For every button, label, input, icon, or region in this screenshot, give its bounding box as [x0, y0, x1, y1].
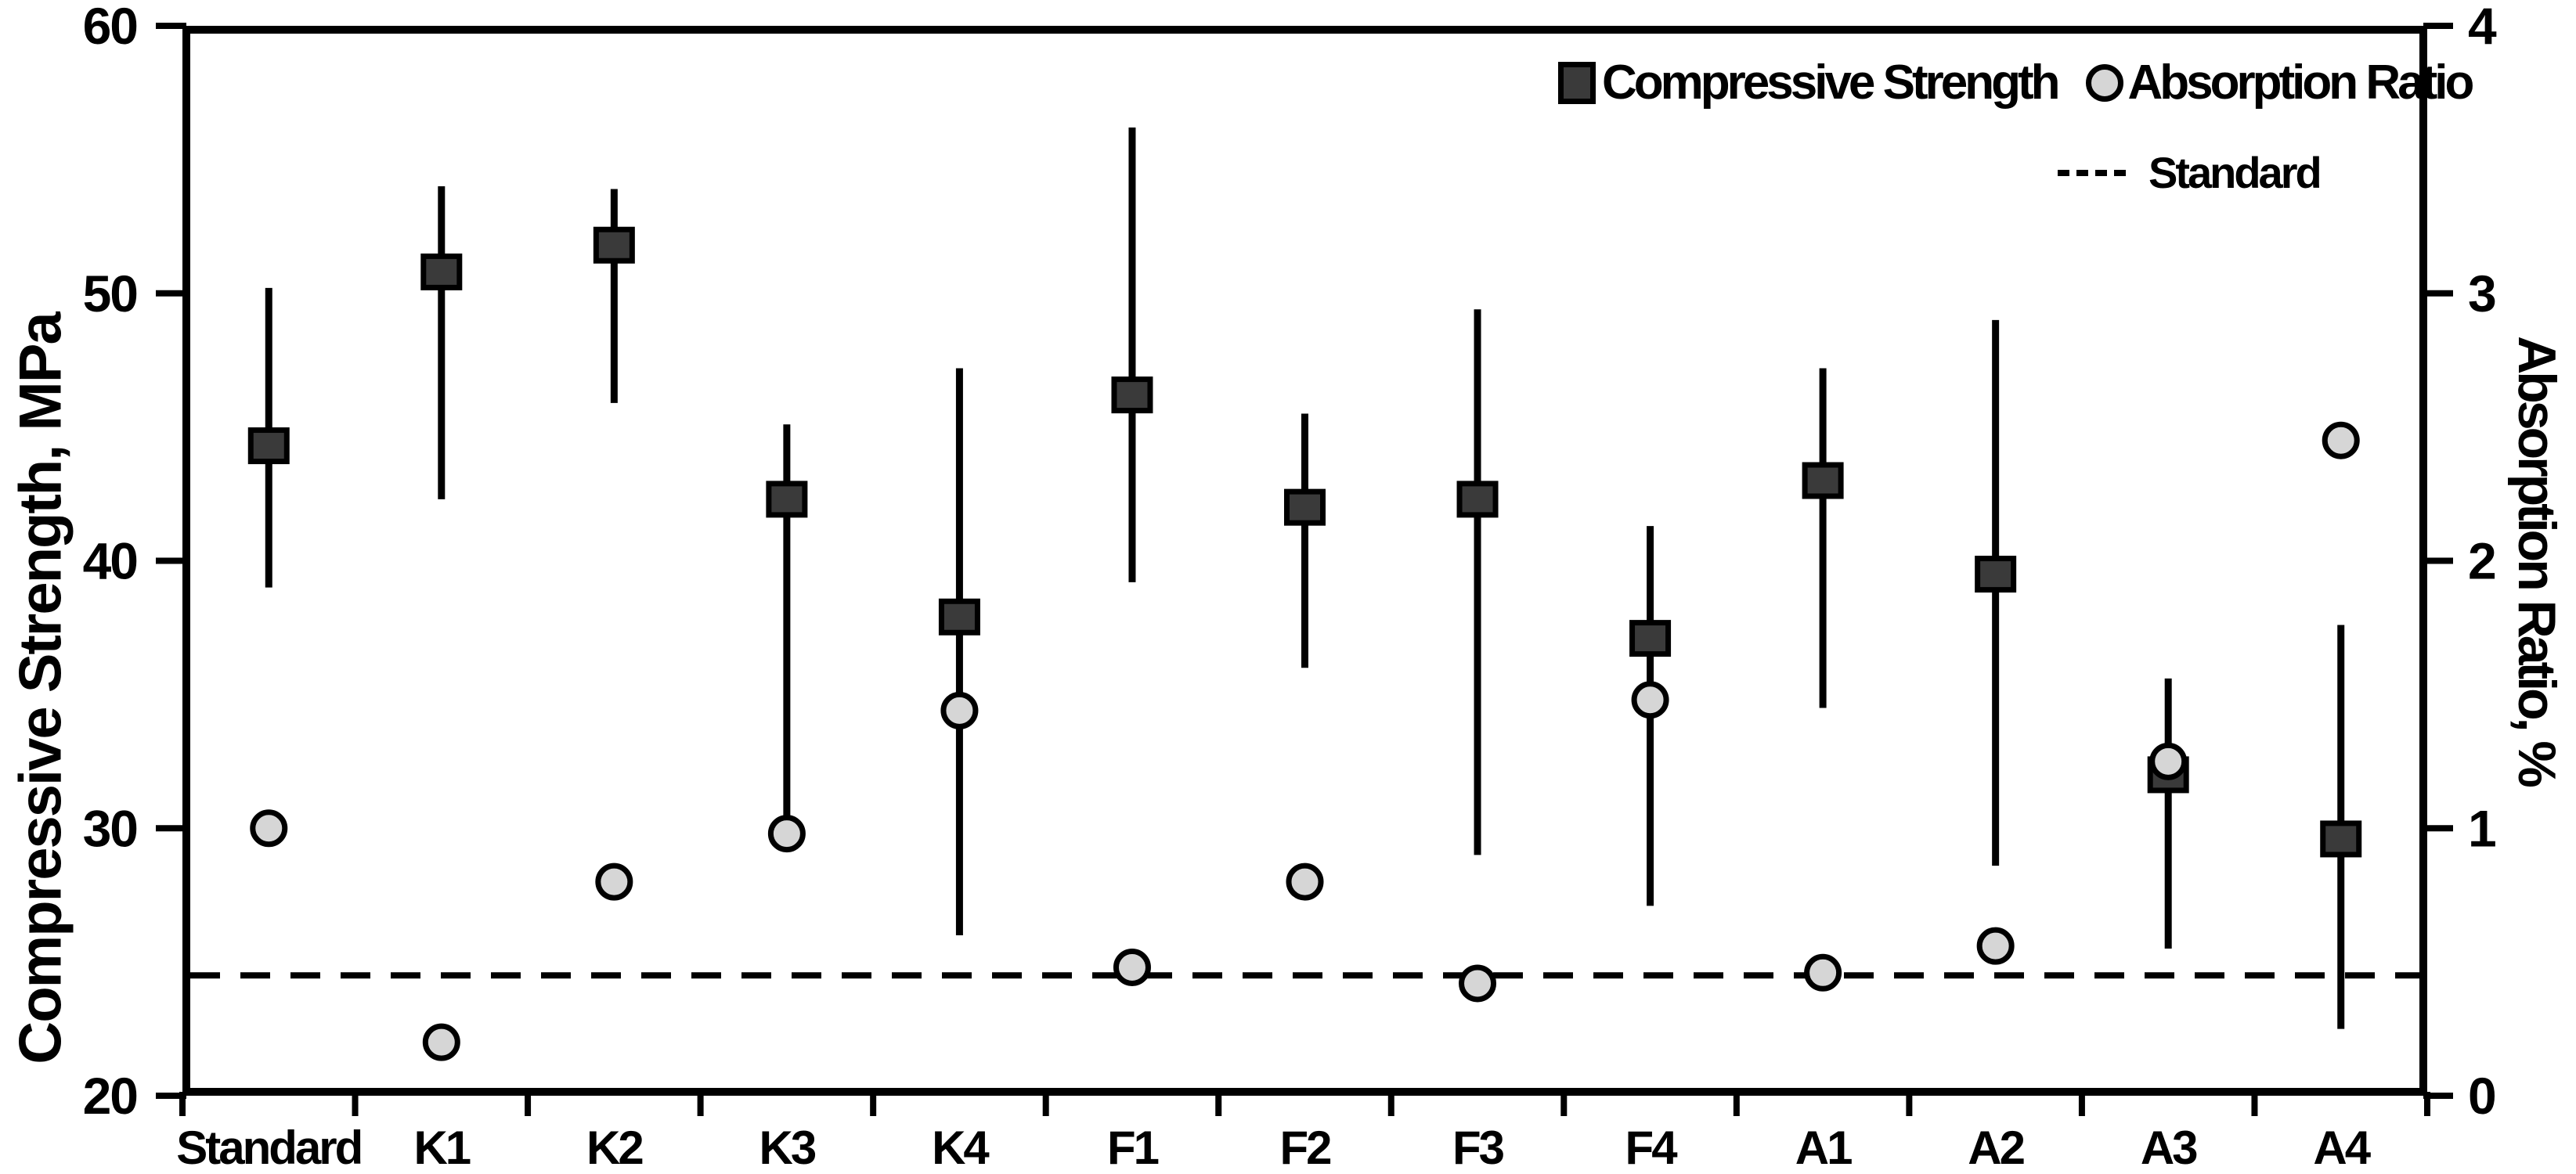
y-left-tick-label: 50 — [83, 265, 137, 322]
legend-row-standard: Standard — [2058, 148, 2322, 197]
x-category-label: F2 — [1279, 1122, 1330, 1174]
compressive-strength-marker-A2 — [1975, 556, 2017, 593]
x-category-label: Standard — [176, 1122, 361, 1174]
compressive-strength-marker-Standard — [247, 427, 290, 465]
compressive-strength-marker-F4 — [1629, 620, 1672, 657]
legend-swatch-absorption-ratio — [2085, 64, 2123, 102]
compressive-strength-marker-K1 — [420, 253, 463, 290]
legend-label-compressive-strength: Compressive Strength — [1602, 56, 2061, 110]
compressive-strength-marker-F2 — [1284, 488, 1326, 526]
y-right-tick-label: 3 — [2468, 265, 2495, 322]
absorption-ratio-marker-K2 — [595, 862, 633, 901]
legend-row-markers: Compressive Strength Absorption Ratio — [1558, 56, 2475, 110]
x-category-label: F4 — [1625, 1122, 1679, 1174]
absorption-ratio-marker-K3 — [767, 815, 806, 853]
absorption-ratio-marker-A1 — [1804, 953, 1842, 992]
x-category-label: K3 — [759, 1122, 816, 1174]
x-category-label: F1 — [1107, 1122, 1159, 1174]
compressive-strength-marker-K3 — [766, 481, 808, 518]
y-left-axis-title: Compressive Strength, MPa — [7, 313, 74, 1064]
y-left-tick-label: 30 — [83, 799, 137, 857]
legend-swatch-standard-dashed-line — [2058, 170, 2127, 176]
x-category-label: A3 — [2141, 1122, 2197, 1174]
y-left-tick-label: 40 — [83, 532, 137, 590]
compressive-strength-marker-K2 — [593, 226, 635, 264]
compressive-strength-marker-F1 — [1111, 376, 1153, 414]
x-category-label: F3 — [1452, 1122, 1504, 1174]
x-category-label: A2 — [1968, 1122, 2023, 1174]
absorption-ratio-marker-A2 — [1976, 927, 2015, 965]
x-category-label: A4 — [2313, 1122, 2371, 1174]
absorption-ratio-marker-A4 — [2322, 421, 2360, 459]
legend-label-absorption-ratio: Absorption Ratio — [2127, 56, 2475, 110]
legend-label-standard: Standard — [2148, 148, 2322, 197]
y-left-tick-label: 20 — [83, 1067, 137, 1125]
absorption-ratio-marker-F1 — [1113, 948, 1151, 986]
y-right-tick-label: 0 — [2468, 1067, 2495, 1125]
y-right-tick-label: 4 — [2468, 0, 2497, 55]
x-category-label: K1 — [413, 1122, 470, 1174]
absorption-ratio-marker-K1 — [422, 1023, 460, 1061]
compressive-strength-marker-F3 — [1456, 481, 1499, 518]
absorption-ratio-marker-K4 — [940, 691, 979, 729]
absorption-ratio-marker-F2 — [1286, 862, 1324, 901]
y-left-tick-label: 60 — [83, 0, 137, 55]
absorption-ratio-marker-F3 — [1459, 964, 1497, 1003]
y-right-tick-label: 2 — [2468, 532, 2495, 590]
y-right-tick-label: 1 — [2468, 799, 2495, 857]
x-category-label: K4 — [932, 1122, 990, 1174]
legend-swatch-compressive-strength — [1558, 62, 1596, 104]
compressive-strength-marker-A1 — [1802, 462, 1844, 499]
compressive-strength-marker-A4 — [2320, 820, 2362, 858]
absorption-ratio-marker-A3 — [2149, 742, 2188, 780]
absorption-ratio-marker-Standard — [250, 809, 288, 848]
x-category-label: K2 — [586, 1122, 642, 1174]
y-right-axis-title: Absorption Ratio, % — [2507, 336, 2567, 785]
absorption-ratio-marker-F4 — [1631, 681, 1669, 719]
compressive-strength-marker-K4 — [938, 598, 980, 636]
x-category-label: A1 — [1795, 1122, 1852, 1174]
